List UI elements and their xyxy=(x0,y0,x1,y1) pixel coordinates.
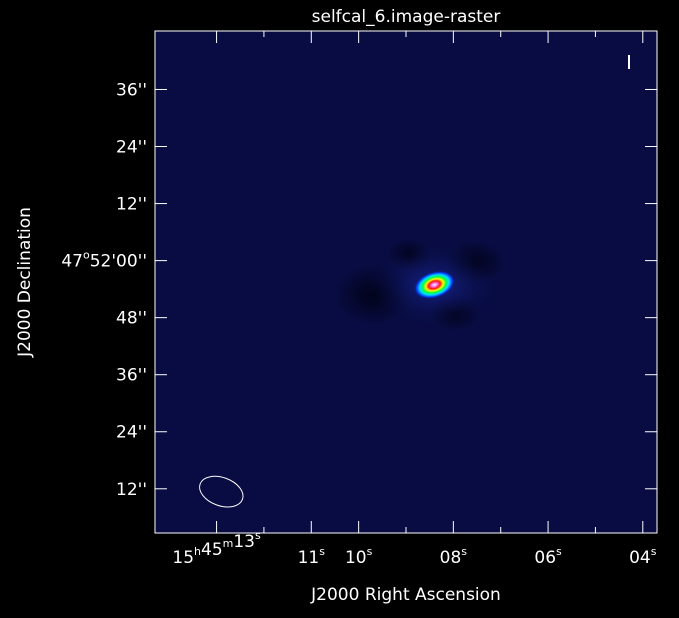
y-tick-label: 47o52'00'' xyxy=(61,249,147,272)
chart-title: selfcal_6.image-raster xyxy=(312,7,501,27)
x-tick-label: 10s xyxy=(345,545,373,568)
x-axis-ticks: 15h45m13s 11s 10s 08s 06s 04s xyxy=(172,31,657,568)
x-axis-label: J2000 Right Ascension xyxy=(310,585,501,605)
y-tick-label: 24'' xyxy=(116,423,147,443)
x-tick-label: 15h45m13s xyxy=(172,529,261,568)
y-tick-label: 36'' xyxy=(116,80,147,100)
beam-ellipse xyxy=(199,475,244,508)
y-tick-label: 36'' xyxy=(116,366,147,386)
x-tick-label: 06s xyxy=(534,545,562,568)
colorbar-indicator xyxy=(628,55,630,69)
y-tick-label: 12'' xyxy=(116,480,147,500)
y-axis-label: J2000 Declination xyxy=(15,207,35,358)
x-tick-label: 08s xyxy=(440,545,468,568)
x-tick-label: 11s xyxy=(298,545,326,568)
y-axis-ticks: 36'' 24'' 12'' 47o52'00'' 48'' 36'' 24'' 12'' xyxy=(61,80,657,500)
y-tick-label: 48'' xyxy=(116,309,147,329)
y-tick-label: 24'' xyxy=(116,138,147,158)
x-tick-label: 04s xyxy=(629,545,657,568)
radio-source xyxy=(413,270,456,300)
source-layer xyxy=(413,270,456,300)
y-tick-label: 12'' xyxy=(116,195,147,215)
